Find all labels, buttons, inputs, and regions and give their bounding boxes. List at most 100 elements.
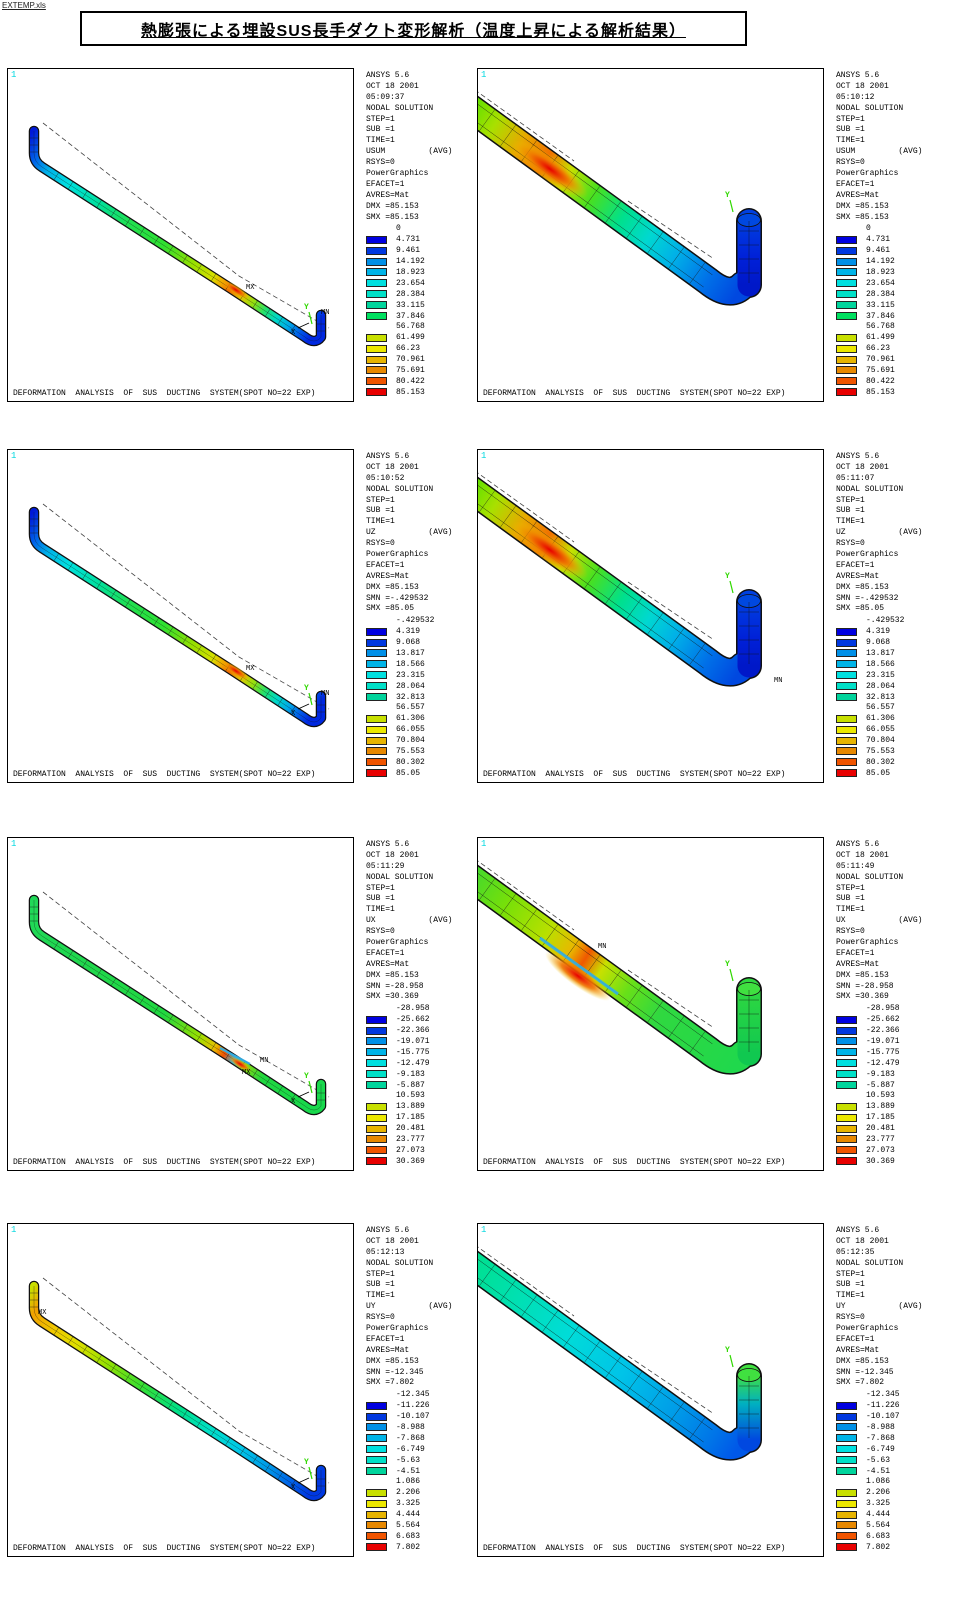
legend-value: 70.961	[866, 355, 895, 365]
ansys-header-line: NODAL SOLUTION	[836, 872, 904, 882]
legend-value: 23.315	[396, 670, 425, 680]
legend-swatch	[366, 312, 387, 321]
legend-row: 1.086	[829, 1476, 939, 1487]
legend-value: 85.05	[866, 768, 891, 778]
window-number: 1	[11, 451, 17, 461]
ansys-header-line: DMX =85.153	[366, 582, 419, 592]
legend-swatch	[836, 1445, 857, 1454]
ansys-header-line: ANSYS 5.6	[836, 840, 880, 849]
legend-swatch	[366, 671, 387, 680]
ansys-header-line: RSYS=0	[836, 158, 865, 168]
legend-value: -28.958	[866, 1004, 900, 1014]
legend-row: 61.499	[359, 332, 469, 343]
legend-value: 56.557	[866, 703, 895, 713]
ansys-header-line: TIME=1	[836, 905, 865, 915]
legend-swatch	[836, 377, 857, 386]
legend-swatch	[836, 627, 857, 636]
legend-row: 20.481	[359, 1123, 469, 1134]
undeformed-outline	[627, 969, 715, 1029]
legend-row: 4.319	[359, 626, 469, 637]
legend-column: ANSYS 5.6 OCT 18 2001 05:11:07 NODAL SOLUTI…	[829, 452, 939, 779]
ansys-header-line: STEP=1	[366, 495, 395, 505]
extreme-node-label: MN	[321, 690, 329, 698]
legend-value: 4.731	[866, 235, 891, 245]
legend-swatch	[836, 246, 857, 255]
legend-value: 13.817	[396, 648, 425, 658]
legend-row: 61.499	[829, 332, 939, 343]
legend-value: 2.206	[396, 1488, 421, 1498]
ansys-header-line: SMX =30.369	[836, 992, 889, 1002]
ansys-header-line: 05:10:52	[366, 473, 405, 483]
legend-value: 85.05	[396, 768, 421, 778]
x-axis-arrow	[297, 703, 310, 710]
legend-row: 14.192	[359, 256, 469, 267]
ansys-header-line: 05:11:49	[836, 861, 875, 871]
ansys-header-line: DMX =85.153	[366, 970, 419, 980]
legend-swatch	[366, 1488, 387, 1497]
undeformed-outline	[42, 1277, 330, 1484]
legend-swatch	[836, 1048, 857, 1057]
legend-row: 23.654	[829, 278, 939, 289]
legend-row: -4.51	[359, 1466, 469, 1477]
ansys-panel-uy-closeup: 1 Y DEFORMATION ANALYSIS OF SUS DUCTING SY…	[477, 1223, 939, 1559]
legend-swatch-spacer	[836, 225, 857, 233]
legend-swatch	[366, 1434, 387, 1443]
y-axis-label: Y	[725, 572, 730, 581]
ansys-header-line: NODAL SOLUTION	[366, 872, 434, 882]
legend-value: -10.107	[866, 1412, 900, 1422]
legend-column: ANSYS 5.6 OCT 18 2001 05:12:13 NODAL SOLUTI…	[359, 1226, 469, 1553]
legend-value: -7.868	[866, 1433, 895, 1443]
legend-swatch	[836, 366, 857, 375]
duct-contour-plot: Y X MN MX	[28, 891, 330, 1116]
legend-row: 18.923	[359, 267, 469, 278]
legend-value: 6.683	[866, 1531, 891, 1541]
ansys-header-line: PowerGraphics	[836, 938, 899, 948]
ansys-header-line: AVRES=Mat	[366, 959, 410, 969]
ansys-header-line: SUB =1	[836, 125, 865, 135]
legend-value: 80.302	[866, 757, 895, 767]
legend-swatch	[836, 1026, 857, 1035]
legend-swatch-spacer	[366, 1005, 387, 1013]
duct-body	[478, 97, 756, 304]
plot-caption: DEFORMATION ANALYSIS OF SUS DUCTING SYST…	[483, 770, 786, 779]
legend-swatch	[366, 638, 387, 647]
legend-value: 30.369	[866, 1156, 895, 1166]
legend-swatch	[836, 725, 857, 734]
mesh-lines	[478, 485, 759, 669]
ansys-header-line: OCT 18 2001	[366, 462, 419, 472]
legend-swatch-spacer	[836, 1092, 857, 1100]
ansys-header-line: STEP=1	[836, 114, 865, 124]
ansys-header-line: UY (AVG)	[836, 1302, 923, 1312]
legend-swatch	[836, 290, 857, 299]
legend-row: 5.564	[359, 1520, 469, 1531]
window-number: 1	[11, 839, 17, 849]
undeformed-outline	[627, 581, 715, 641]
legend-row: 33.115	[359, 300, 469, 311]
legend-row: 75.553	[359, 746, 469, 757]
legend-swatch	[366, 1059, 387, 1068]
legend-value: 66.23	[396, 344, 421, 354]
hotspot-max-deformation	[512, 140, 588, 198]
ansys-header-line: USUM (AVG)	[836, 147, 923, 157]
legend-swatch	[366, 660, 387, 669]
legend-swatch	[836, 1423, 857, 1432]
legend-value: -8.988	[866, 1422, 895, 1432]
plot-frame: 1 Y X MX MN DEFORMATION ANALYSIS OF SUS DUCTI…	[7, 449, 354, 783]
legend-row: 14.192	[829, 256, 939, 267]
extreme-node-label: MX	[246, 665, 255, 673]
legend-value: 0	[866, 224, 871, 234]
ansys-header-line: SMX =7.802	[366, 1378, 415, 1388]
legend-value: 66.055	[866, 725, 895, 735]
legend-row: 85.153	[359, 387, 469, 398]
legend-value: 14.192	[866, 257, 895, 267]
legend-column: ANSYS 5.6 OCT 18 2001 05:11:49 NODAL SOLUTI…	[829, 840, 939, 1167]
legend-value: 28.064	[866, 681, 895, 691]
legend-swatch-spacer	[836, 1391, 857, 1399]
y-axis-arrow	[729, 1354, 734, 1368]
legend-value: 27.073	[866, 1145, 895, 1155]
ansys-header-line: AVRES=Mat	[836, 1345, 880, 1355]
x-axis-label: X	[291, 329, 296, 337]
plot-frame: 1 Y X MX DEFORMATION ANALYSIS OF SUS DUCTING…	[7, 1223, 354, 1557]
ansys-header-line: OCT 18 2001	[836, 462, 889, 472]
x-axis-arrow	[297, 1477, 310, 1484]
